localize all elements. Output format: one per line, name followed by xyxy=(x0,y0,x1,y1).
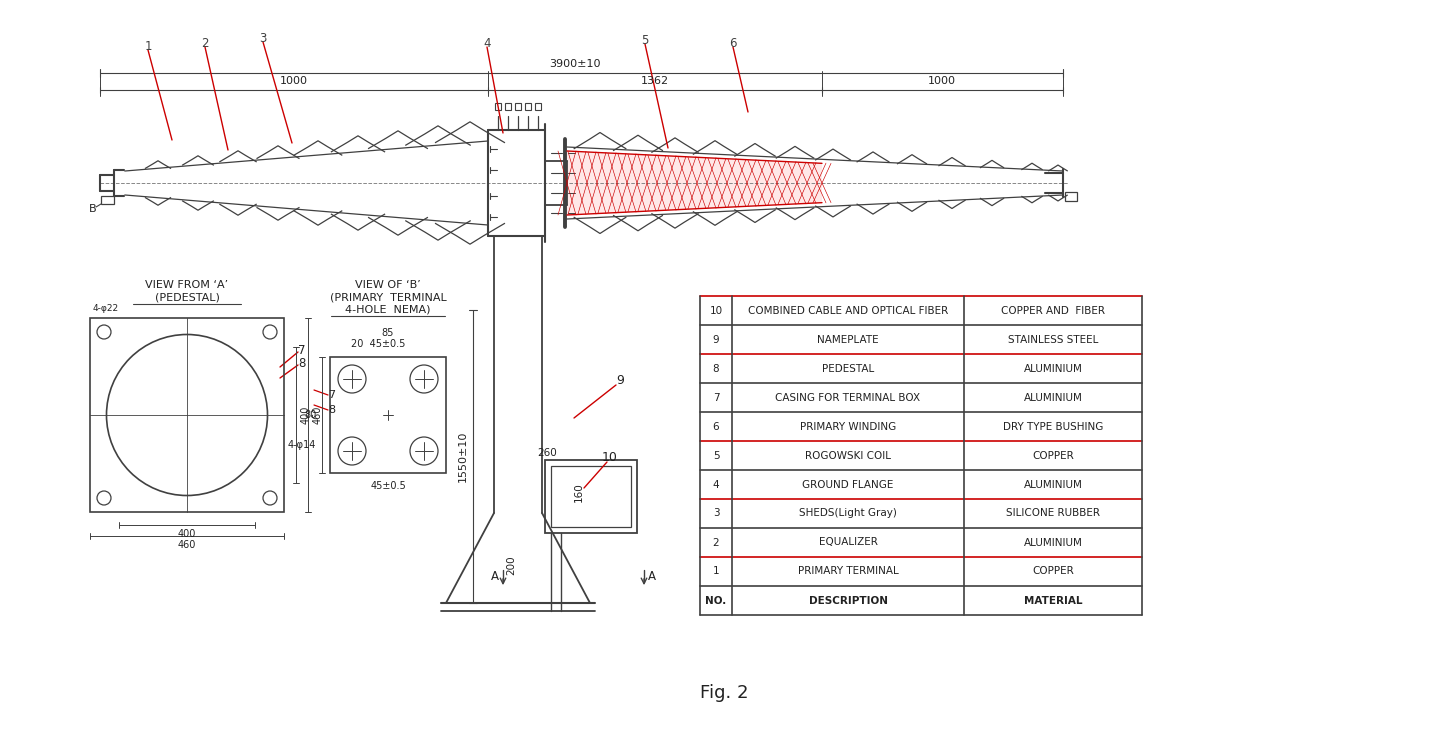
Text: 2: 2 xyxy=(713,538,719,548)
Bar xyxy=(330,358,446,473)
Text: 9: 9 xyxy=(616,373,625,387)
Text: 3: 3 xyxy=(713,509,719,518)
Text: STAINLESS STEEL: STAINLESS STEEL xyxy=(1009,334,1098,345)
Bar xyxy=(545,460,638,533)
Text: ROGOWSKI COIL: ROGOWSKI COIL xyxy=(806,450,891,461)
Text: 1000: 1000 xyxy=(927,76,956,86)
Text: EQUALIZER: EQUALIZER xyxy=(819,538,878,548)
Text: PEDESTAL: PEDESTAL xyxy=(822,364,874,373)
Text: SHEDS(Light Gray): SHEDS(Light Gray) xyxy=(798,509,897,518)
Text: 200: 200 xyxy=(506,555,516,574)
Text: 9: 9 xyxy=(713,334,719,345)
Text: 5: 5 xyxy=(642,34,649,46)
Text: 4: 4 xyxy=(484,37,491,49)
Text: 1000: 1000 xyxy=(280,76,309,86)
Text: 1: 1 xyxy=(145,40,152,52)
Text: 2: 2 xyxy=(201,37,209,49)
Text: 4-HOLE  NEMA): 4-HOLE NEMA) xyxy=(345,304,430,314)
Text: 160: 160 xyxy=(574,482,584,502)
Bar xyxy=(496,103,501,110)
Text: 400: 400 xyxy=(301,406,312,424)
Text: 6: 6 xyxy=(729,37,736,49)
Text: ALUMINIUM: ALUMINIUM xyxy=(1023,538,1082,548)
Text: 3900±10: 3900±10 xyxy=(549,59,601,69)
Text: 10: 10 xyxy=(710,305,723,316)
Text: 20  45±0.5: 20 45±0.5 xyxy=(351,340,406,349)
Text: A: A xyxy=(491,569,498,583)
Text: 4-φ14: 4-φ14 xyxy=(288,440,316,450)
Text: 45±0.5: 45±0.5 xyxy=(369,481,406,491)
Text: 3: 3 xyxy=(259,31,267,44)
Text: NAMEPLATE: NAMEPLATE xyxy=(817,334,878,345)
Text: 460: 460 xyxy=(313,406,323,424)
Text: Fig. 2: Fig. 2 xyxy=(700,684,748,702)
Bar xyxy=(506,103,511,110)
Text: 4: 4 xyxy=(713,479,719,489)
Text: A: A xyxy=(648,569,656,583)
Text: VIEW OF ‘B’: VIEW OF ‘B’ xyxy=(355,280,420,290)
Text: DRY TYPE BUSHING: DRY TYPE BUSHING xyxy=(1003,422,1103,432)
Text: PRIMARY WINDING: PRIMARY WINDING xyxy=(800,422,895,432)
Text: 7: 7 xyxy=(713,393,719,402)
Text: 8: 8 xyxy=(329,405,336,415)
Text: DESCRIPTION: DESCRIPTION xyxy=(809,595,887,605)
Text: CASING FOR TERMINAL BOX: CASING FOR TERMINAL BOX xyxy=(775,393,920,402)
Text: 5: 5 xyxy=(713,450,719,461)
Bar xyxy=(514,103,522,110)
Text: VIEW FROM ‘A’: VIEW FROM ‘A’ xyxy=(145,280,229,290)
Text: 7: 7 xyxy=(298,343,306,357)
Text: ALUMINIUM: ALUMINIUM xyxy=(1023,364,1082,373)
Text: 1: 1 xyxy=(713,566,719,577)
Text: 8: 8 xyxy=(298,357,306,370)
Bar xyxy=(525,103,530,110)
Text: 1362: 1362 xyxy=(640,76,669,86)
Bar xyxy=(551,466,630,527)
Text: 400: 400 xyxy=(178,529,196,539)
Text: ALUMINIUM: ALUMINIUM xyxy=(1023,393,1082,402)
Text: COPPER: COPPER xyxy=(1032,566,1074,577)
Text: (PRIMARY  TERMINAL: (PRIMARY TERMINAL xyxy=(329,292,446,302)
Bar xyxy=(1065,192,1077,201)
Text: PRIMARY TERMINAL: PRIMARY TERMINAL xyxy=(797,566,898,577)
Text: 1550±10: 1550±10 xyxy=(458,430,468,482)
Text: COPPER: COPPER xyxy=(1032,450,1074,461)
Bar xyxy=(101,196,114,204)
Text: COMBINED CABLE AND OPTICAL FIBER: COMBINED CABLE AND OPTICAL FIBER xyxy=(748,305,948,316)
Text: 85: 85 xyxy=(383,328,394,338)
Text: B: B xyxy=(90,204,97,214)
Text: MATERIAL: MATERIAL xyxy=(1024,595,1082,605)
Text: 7: 7 xyxy=(329,390,336,400)
Text: 8: 8 xyxy=(713,364,719,373)
Text: 6: 6 xyxy=(713,422,719,432)
Text: (PEDESTAL): (PEDESTAL) xyxy=(155,292,219,302)
Text: 260: 260 xyxy=(538,448,556,458)
Text: 80: 80 xyxy=(304,410,316,420)
Text: 10: 10 xyxy=(603,450,617,464)
Text: COPPER AND  FIBER: COPPER AND FIBER xyxy=(1001,305,1106,316)
Text: 460: 460 xyxy=(178,540,196,550)
Text: ALUMINIUM: ALUMINIUM xyxy=(1023,479,1082,489)
Text: NO.: NO. xyxy=(706,595,726,605)
Text: GROUND FLANGE: GROUND FLANGE xyxy=(803,479,894,489)
Bar xyxy=(90,318,284,512)
Text: 4-φ22: 4-φ22 xyxy=(93,304,119,313)
Text: SILICONE RUBBER: SILICONE RUBBER xyxy=(1006,509,1100,518)
Bar xyxy=(535,103,540,110)
Polygon shape xyxy=(567,151,822,215)
